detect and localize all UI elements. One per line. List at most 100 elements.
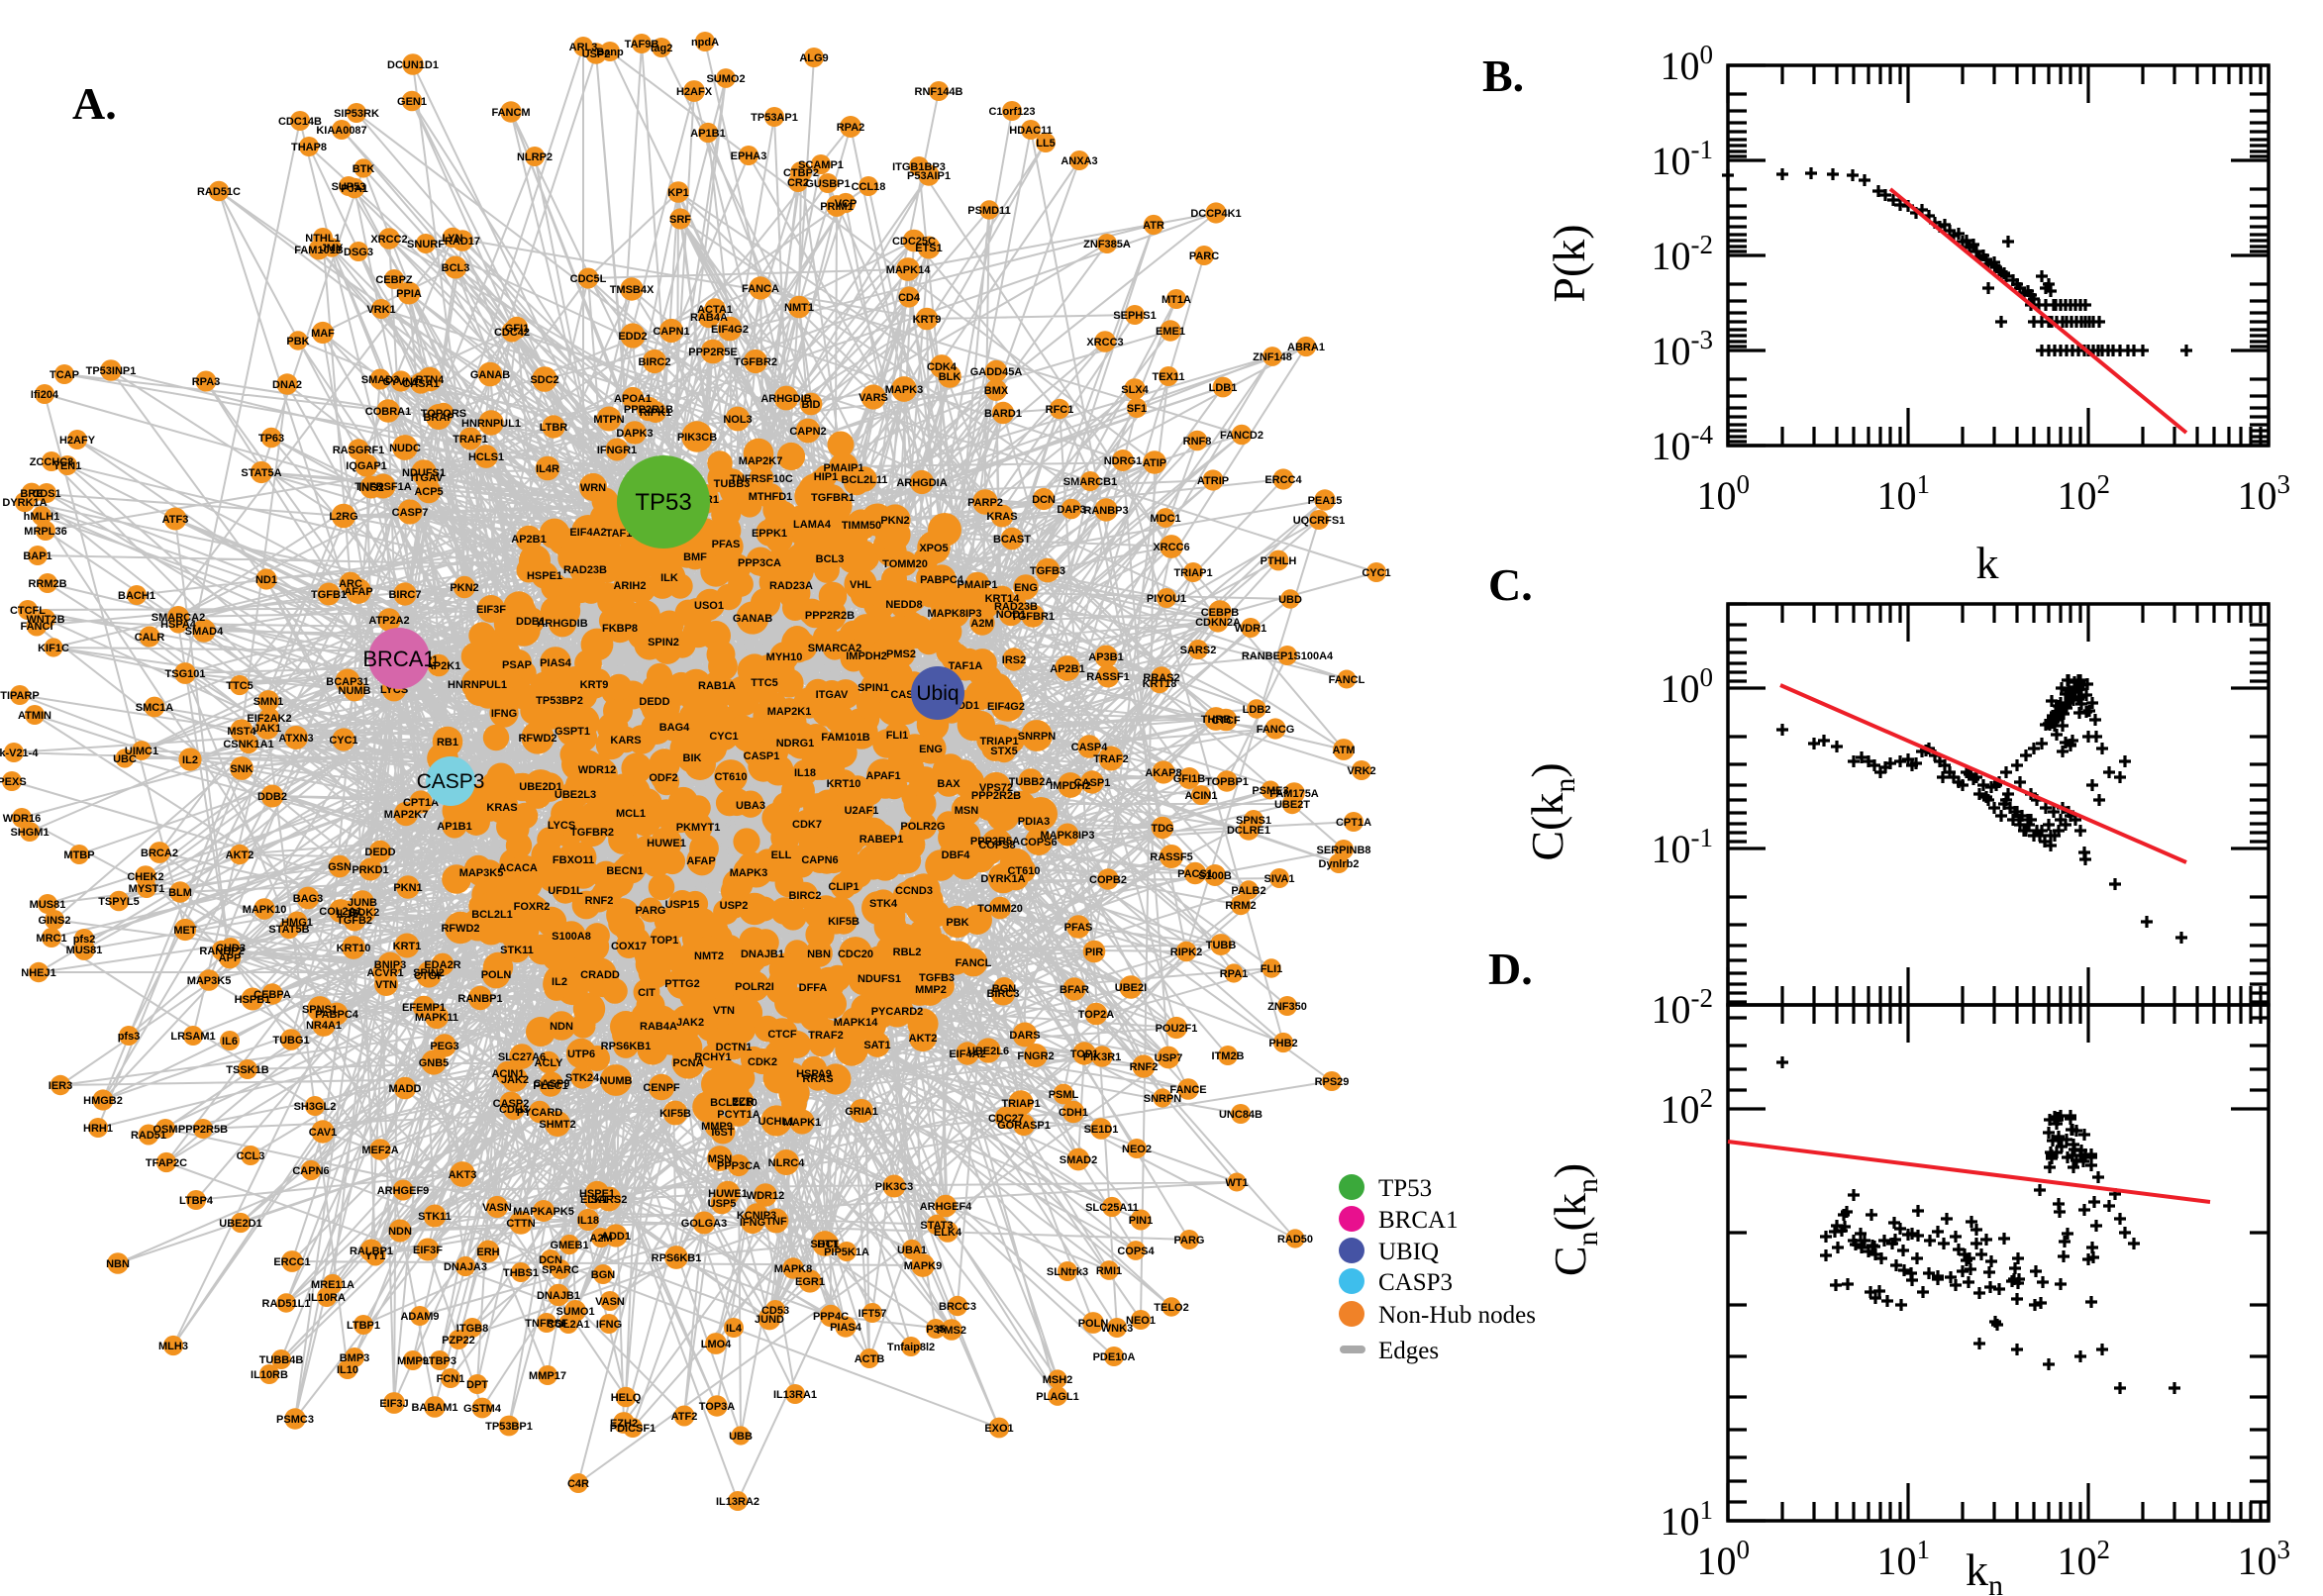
svg-text:CDK7: CDK7 xyxy=(792,819,822,831)
svg-text:CYC1: CYC1 xyxy=(709,731,738,743)
svg-text:EZH2: EZH2 xyxy=(610,1418,638,1430)
svg-text:ACACA: ACACA xyxy=(498,862,538,874)
svg-text:PMAIP1: PMAIP1 xyxy=(958,579,998,591)
svg-text:GUSBP1: GUSBP1 xyxy=(805,178,850,190)
svg-text:BCAP31: BCAP31 xyxy=(326,676,368,688)
svg-text:SMN1: SMN1 xyxy=(253,696,284,708)
svg-text:BAG4: BAG4 xyxy=(659,722,690,734)
svg-text:CASP1: CASP1 xyxy=(1074,777,1111,789)
svg-text:ACVR1: ACVR1 xyxy=(366,967,403,979)
svg-text:A.: A. xyxy=(72,78,117,129)
svg-text:POLN: POLN xyxy=(1078,1318,1109,1330)
svg-text:ATP2A2: ATP2A2 xyxy=(368,615,409,627)
svg-text:FLI1: FLI1 xyxy=(886,730,909,742)
svg-text:RNF2: RNF2 xyxy=(1130,1061,1159,1073)
svg-text:UBA3: UBA3 xyxy=(736,800,765,812)
svg-text:FANCL: FANCL xyxy=(956,957,992,969)
svg-text:EIF4A2: EIF4A2 xyxy=(569,527,606,539)
svg-text:GINS2: GINS2 xyxy=(38,915,70,927)
svg-text:C4R: C4R xyxy=(567,1478,589,1490)
svg-text:SNRPN: SNRPN xyxy=(1144,1093,1182,1105)
svg-text:UQCRFS1: UQCRFS1 xyxy=(1293,515,1346,527)
svg-text:SPARC: SPARC xyxy=(542,1264,579,1276)
svg-text:CTCFL: CTCFL xyxy=(10,605,46,617)
svg-text:PPP2R1B: PPP2R1B xyxy=(624,404,673,416)
svg-text:PJA1: PJA1 xyxy=(341,183,368,195)
svg-text:EPPK1: EPPK1 xyxy=(752,528,787,540)
svg-text:MAPK3: MAPK3 xyxy=(730,867,768,879)
svg-text:ERCC4: ERCC4 xyxy=(1264,474,1302,486)
svg-text:APAF1: APAF1 xyxy=(865,770,900,782)
svg-text:RASGRF1: RASGRF1 xyxy=(333,445,385,456)
svg-text:FANCE: FANCE xyxy=(1169,1084,1206,1096)
svg-text:CASP9: CASP9 xyxy=(534,1078,570,1090)
svg-text:KIF1C: KIF1C xyxy=(38,643,69,654)
svg-text:RAD51C: RAD51C xyxy=(197,186,241,198)
svg-text:ELL: ELL xyxy=(771,849,792,861)
svg-text:MUS81: MUS81 xyxy=(66,945,103,956)
svg-text:TNFRSF1A: TNFRSF1A xyxy=(354,481,412,493)
svg-text:MCL1: MCL1 xyxy=(616,808,646,820)
svg-text:TOP2A: TOP2A xyxy=(1078,1009,1115,1021)
svg-text:JAK2: JAK2 xyxy=(501,1074,529,1086)
svg-text:SARS2: SARS2 xyxy=(1180,645,1217,656)
svg-text:DCCP4K1: DCCP4K1 xyxy=(1190,208,1241,220)
svg-text:MAPK11: MAPK11 xyxy=(415,1012,458,1024)
svg-text:BCAST: BCAST xyxy=(993,534,1031,546)
svg-text:LTBP1: LTBP1 xyxy=(347,1320,380,1332)
svg-text:BGN: BGN xyxy=(591,1269,616,1281)
svg-text:TGFBR1: TGFBR1 xyxy=(811,492,855,504)
svg-text:POLR2G: POLR2G xyxy=(900,821,945,833)
svg-text:MAF: MAF xyxy=(311,328,335,340)
svg-text:DCN: DCN xyxy=(1032,494,1056,506)
svg-text:IFT57: IFT57 xyxy=(858,1308,887,1320)
svg-text:GSTM4: GSTM4 xyxy=(463,1403,502,1415)
svg-text:CASP4: CASP4 xyxy=(1071,742,1109,753)
svg-text:PEG3: PEG3 xyxy=(430,1041,458,1052)
svg-text:COPS4: COPS4 xyxy=(1117,1246,1155,1257)
svg-text:SPIN2: SPIN2 xyxy=(648,637,679,648)
svg-text:AP3B1: AP3B1 xyxy=(1088,651,1123,663)
svg-text:PDIA3: PDIA3 xyxy=(1018,816,1050,828)
svg-text:STK11: STK11 xyxy=(418,1211,452,1223)
svg-text:VTN: VTN xyxy=(713,1005,735,1017)
svg-text:I6ST: I6ST xyxy=(711,1127,735,1139)
svg-text:AKT3: AKT3 xyxy=(449,1169,477,1181)
svg-text:DCN: DCN xyxy=(539,1254,562,1266)
svg-text:EXO1: EXO1 xyxy=(984,1423,1013,1435)
svg-text:BIRC2: BIRC2 xyxy=(638,356,670,368)
svg-text:APP: APP xyxy=(219,952,242,964)
svg-text:TGFB3: TGFB3 xyxy=(1030,565,1065,577)
svg-text:MAP2K7: MAP2K7 xyxy=(739,455,783,467)
svg-text:pfs2: pfs2 xyxy=(73,934,96,946)
svg-text:TRIAP1: TRIAP1 xyxy=(1001,1098,1040,1110)
svg-text:BECN1: BECN1 xyxy=(606,865,643,877)
svg-text:KRT10: KRT10 xyxy=(337,943,371,954)
svg-text:HELQ: HELQ xyxy=(611,1392,642,1404)
svg-text:PMAIP1: PMAIP1 xyxy=(824,462,864,474)
svg-text:COPB2: COPB2 xyxy=(1089,874,1127,886)
svg-text:HUWE1: HUWE1 xyxy=(708,1188,748,1200)
svg-text:KP1: KP1 xyxy=(667,187,688,199)
svg-text:STAT5B: STAT5B xyxy=(268,924,309,936)
svg-text:BIK: BIK xyxy=(683,752,702,764)
svg-text:IQGAP1: IQGAP1 xyxy=(346,460,387,472)
svg-text:10-1: 10-1 xyxy=(1652,135,1714,183)
svg-text:UNC84B: UNC84B xyxy=(1219,1109,1262,1121)
svg-text:IMPDH2: IMPDH2 xyxy=(1050,780,1091,792)
svg-text:Ifi204: Ifi204 xyxy=(31,389,59,401)
svg-text:MRE11A: MRE11A xyxy=(311,1279,354,1291)
svg-text:STX5: STX5 xyxy=(990,746,1018,757)
svg-text:YY1: YY1 xyxy=(365,1250,386,1262)
svg-text:IL10: IL10 xyxy=(337,1364,358,1376)
svg-text:PSME3: PSME3 xyxy=(1252,785,1288,797)
svg-text:Banp: Banp xyxy=(596,47,624,58)
svg-text:USP2: USP2 xyxy=(582,49,611,60)
svg-text:IMPDH2: IMPDH2 xyxy=(846,650,887,662)
svg-text:THAP8: THAP8 xyxy=(291,142,327,153)
svg-text:COL2A1: COL2A1 xyxy=(547,1319,589,1331)
svg-text:RPS6KB1: RPS6KB1 xyxy=(652,1252,702,1264)
svg-text:STK24: STK24 xyxy=(565,1072,600,1084)
svg-text:SUP53: SUP53 xyxy=(332,181,366,193)
svg-text:EIF4A2: EIF4A2 xyxy=(949,1048,985,1060)
